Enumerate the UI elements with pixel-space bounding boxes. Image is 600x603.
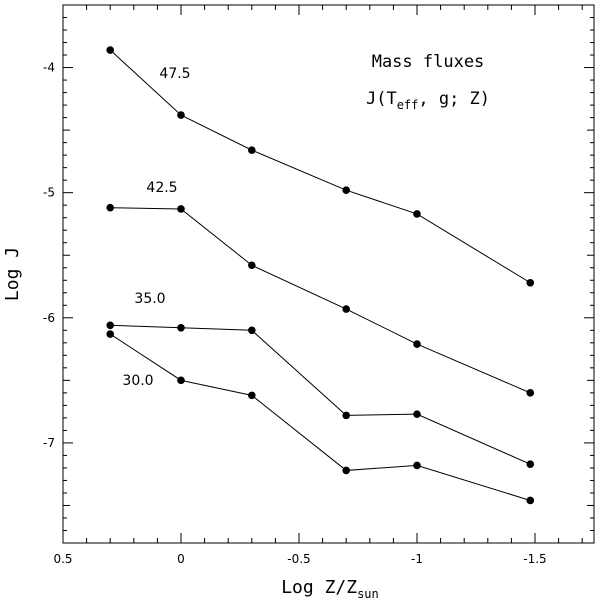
series-line [109,49,531,284]
data-point [177,205,185,213]
ticks-layer: 0.5 0 -0.5 -1 -1.5 -4 -5 -6 -7 [43,5,594,566]
data-point [413,410,421,418]
data-point [526,278,535,287]
y-axis-title: Log J [2,247,23,301]
x-axis-title: Log Z/Zsun [281,577,379,601]
data-point [248,326,256,335]
x-tick-label: 0.5 [53,552,72,566]
data-point [526,496,535,505]
y-tick-label: -6 [43,311,55,325]
y-tick-label: -5 [43,186,55,200]
series-label: 30.0 [122,373,153,389]
x-tick-label: -1 [411,552,423,566]
data-point [177,324,185,332]
y-tick-label: -4 [43,61,55,75]
data-point [342,186,351,194]
data-point [248,146,256,154]
chart-title: Mass fluxes [372,52,485,72]
data-point [106,46,114,54]
x-tick-label: 0 [177,552,185,566]
data-point [526,460,535,468]
data-point [342,411,351,420]
series-label: 42.5 [146,180,177,196]
x-tick-label: -1.5 [523,552,546,566]
chart-subtitle: J(Teff, g; Z) [366,89,490,112]
x-tick-label: -0.5 [287,552,310,566]
series-label: 47.5 [159,66,190,82]
data-point [342,466,351,475]
data-point [248,261,256,270]
series-line [110,324,531,465]
data-point [526,389,535,397]
data-point [106,321,114,330]
y-tick-label: -7 [43,436,55,450]
data-point [413,340,421,348]
data-point [248,391,256,400]
data-point [342,305,351,313]
series-line [110,207,531,394]
data-point [106,203,114,212]
data-point [413,210,421,218]
data-point [106,330,114,338]
series-layer: 47.5 42.5 35.0 30.0 [106,46,535,505]
series-label: 35.0 [134,291,165,307]
data-point [177,376,185,385]
data-point [413,461,421,470]
data-point [177,111,185,119]
plot-frame [62,4,595,544]
series-line [109,333,531,501]
